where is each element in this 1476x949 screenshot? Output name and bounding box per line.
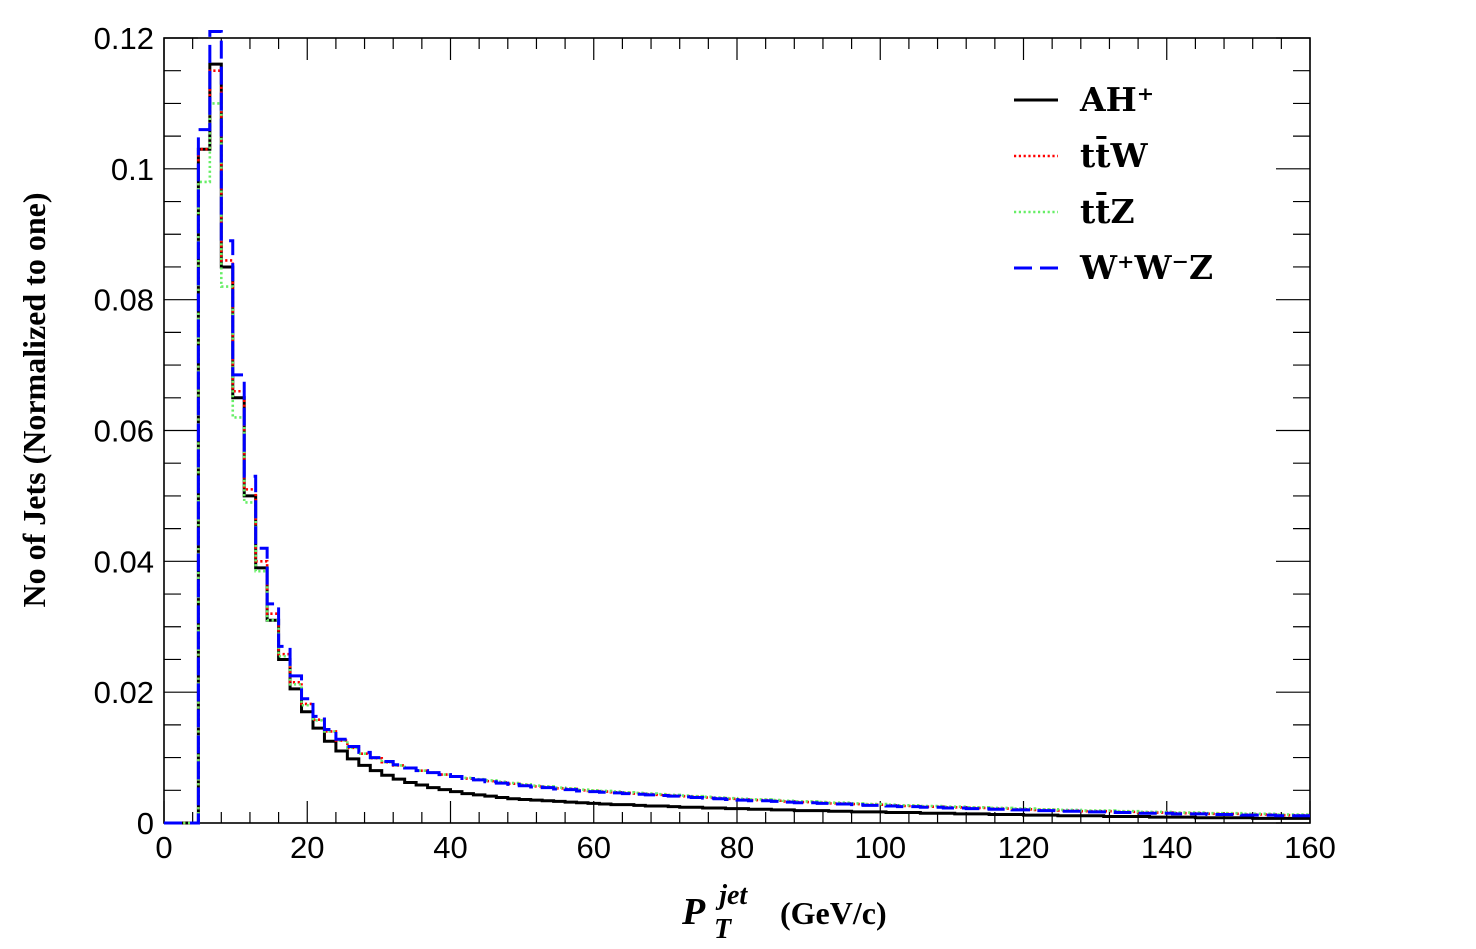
- x-axis-title-subscript: T: [714, 914, 733, 945]
- y-tick-label: 0.1: [111, 152, 154, 187]
- y-tick-label: 0.02: [94, 675, 154, 710]
- legend-label-2: tt̄W: [1080, 135, 1148, 175]
- x-axis-title: P jet T (GeV/c): [681, 875, 887, 945]
- x-axis-title-main: P: [681, 891, 706, 933]
- y-tick-label: 0.12: [94, 21, 154, 56]
- series-line-2: [164, 69, 1310, 825]
- x-axis-title-unit: (GeV/c): [780, 895, 887, 931]
- x-tick-label: 0: [155, 830, 172, 865]
- legend-label-4: W⁺W⁻Z: [1079, 248, 1213, 287]
- y-tick-label: 0.06: [94, 414, 154, 449]
- y-tick-label: 0.08: [94, 283, 154, 318]
- y-tick-label: 0.04: [94, 544, 154, 579]
- x-tick-label: 80: [720, 830, 754, 865]
- x-axis-title-superscript: jet: [715, 880, 748, 911]
- y-axis-title: No of Jets (Normalized to one): [16, 193, 52, 608]
- x-tick-label: 40: [433, 830, 467, 865]
- y-tick-label: 0: [137, 806, 154, 841]
- y-tick-labels: 0 0.02 0.04 0.06 0.08 0.1 0.12: [94, 21, 154, 841]
- legend-label-3: tt̄Z: [1080, 191, 1135, 231]
- x-tick-label: 20: [290, 830, 324, 865]
- x-tick-label: 120: [998, 830, 1050, 865]
- x-tick-label: 160: [1284, 830, 1336, 865]
- series-line-4: [164, 29, 1310, 825]
- series-line-3: [164, 102, 1310, 825]
- legend-label-1: AH⁺: [1079, 80, 1154, 119]
- x-tick-label: 100: [854, 830, 906, 865]
- series-group: [164, 29, 1310, 825]
- x-tick-labels: 0 20 40 60 80 100 120 140 160: [155, 830, 1335, 865]
- legend: AH⁺ tt̄W tt̄Z W⁺W⁻Z: [1014, 80, 1213, 287]
- series-line-1: [164, 62, 1310, 825]
- x-tick-label: 60: [577, 830, 611, 865]
- x-tick-label: 140: [1141, 830, 1193, 865]
